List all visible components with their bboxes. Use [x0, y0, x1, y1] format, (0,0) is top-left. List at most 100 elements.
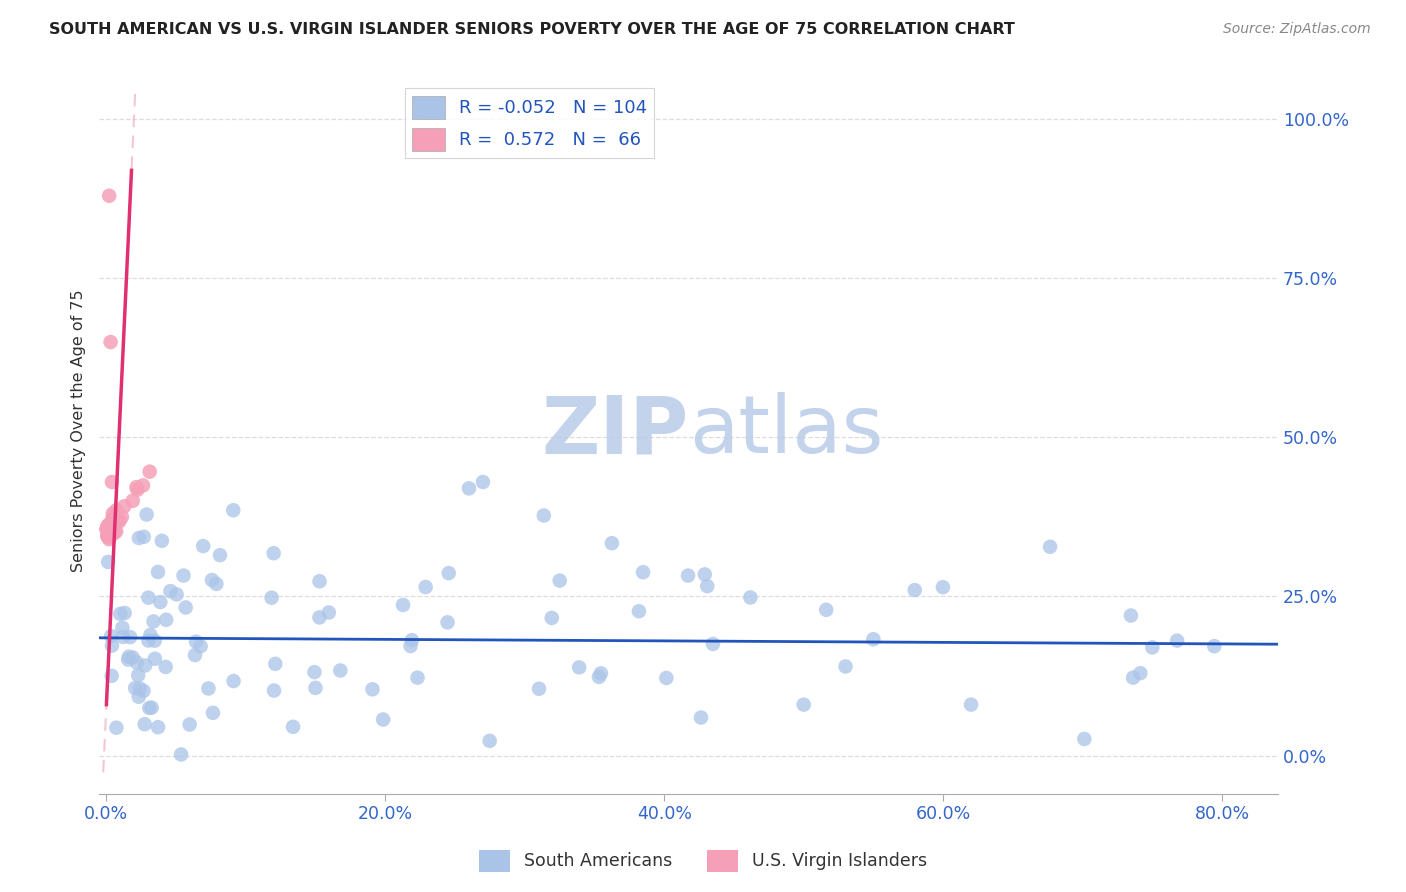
Point: [101, 519, 124, 533]
Point: [222, 673, 245, 688]
Point: [110, 607, 132, 621]
Point: [101, 507, 124, 521]
Point: [308, 574, 330, 589]
Point: [96, 523, 118, 537]
Point: [105, 503, 128, 517]
Point: [128, 531, 150, 545]
Point: [263, 546, 285, 560]
Point: [1129, 666, 1152, 681]
Point: [107, 513, 129, 527]
Point: [159, 584, 181, 599]
Point: [533, 508, 555, 523]
Point: [103, 516, 125, 531]
Point: [121, 493, 143, 508]
Point: [101, 510, 124, 524]
Point: [100, 523, 122, 537]
Point: [415, 580, 437, 594]
Point: [361, 682, 384, 697]
Point: [201, 706, 224, 720]
Point: [142, 615, 165, 629]
Point: [97, 522, 120, 536]
Point: [143, 651, 166, 665]
Point: [190, 640, 212, 654]
Point: [112, 500, 135, 514]
Point: [1166, 633, 1188, 648]
Point: [104, 512, 127, 526]
Point: [105, 517, 128, 532]
Point: [184, 634, 207, 648]
Point: [166, 587, 188, 601]
Point: [436, 615, 458, 630]
Point: [693, 567, 716, 582]
Point: [143, 633, 166, 648]
Point: [111, 509, 134, 524]
Point: [588, 670, 610, 684]
Point: [97, 518, 120, 533]
Point: [104, 515, 127, 529]
Point: [105, 509, 128, 524]
Point: [138, 633, 160, 648]
Point: [318, 606, 340, 620]
Point: [97, 555, 120, 569]
Point: [329, 664, 352, 678]
Point: [132, 530, 155, 544]
Point: [146, 565, 169, 579]
Point: [1073, 731, 1095, 746]
Point: [125, 480, 148, 494]
Point: [101, 520, 124, 534]
Point: [141, 700, 163, 714]
Point: [105, 721, 128, 735]
Point: [655, 671, 678, 685]
Point: [114, 606, 136, 620]
Text: ZIP: ZIP: [541, 392, 689, 470]
Point: [100, 334, 122, 349]
Point: [932, 580, 955, 594]
Point: [100, 522, 122, 536]
Point: [134, 658, 156, 673]
Point: [101, 519, 124, 533]
Point: [1204, 639, 1226, 653]
Point: [97, 521, 120, 535]
Text: Source: ZipAtlas.com: Source: ZipAtlas.com: [1223, 22, 1371, 37]
Point: [631, 566, 654, 580]
Point: [222, 503, 245, 517]
Point: [132, 684, 155, 698]
Point: [155, 660, 177, 674]
Point: [112, 630, 135, 644]
Point: [100, 524, 122, 539]
Point: [96, 522, 118, 536]
Point: [139, 628, 162, 642]
Point: [527, 681, 550, 696]
Point: [100, 516, 122, 530]
Point: [371, 713, 394, 727]
Point: [98, 518, 121, 533]
Point: [100, 519, 122, 533]
Point: [97, 525, 120, 540]
Point: [97, 530, 120, 544]
Point: [105, 524, 128, 539]
Legend: R = -0.052   N = 104, R =  0.572   N =  66: R = -0.052 N = 104, R = 0.572 N = 66: [405, 88, 654, 158]
Point: [124, 681, 146, 695]
Point: [548, 574, 571, 588]
Point: [100, 629, 122, 643]
Point: [138, 701, 160, 715]
Point: [862, 632, 884, 647]
Point: [98, 532, 121, 546]
Point: [392, 598, 415, 612]
Point: [149, 595, 172, 609]
Point: [201, 573, 224, 587]
Point: [97, 526, 120, 541]
Point: [399, 639, 422, 653]
Point: [98, 520, 121, 534]
Point: [208, 548, 231, 562]
Y-axis label: Seniors Poverty Over the Age of 75: Seniors Poverty Over the Age of 75: [72, 290, 86, 573]
Point: [263, 683, 285, 698]
Text: SOUTH AMERICAN VS U.S. VIRGIN ISLANDER SENIORS POVERTY OVER THE AGE OF 75 CORREL: SOUTH AMERICAN VS U.S. VIRGIN ISLANDER S…: [49, 22, 1015, 37]
Point: [101, 520, 124, 534]
Point: [197, 681, 219, 696]
Point: [146, 720, 169, 734]
Point: [103, 519, 125, 533]
Point: [401, 633, 423, 648]
Point: [96, 522, 118, 536]
Point: [904, 583, 927, 598]
